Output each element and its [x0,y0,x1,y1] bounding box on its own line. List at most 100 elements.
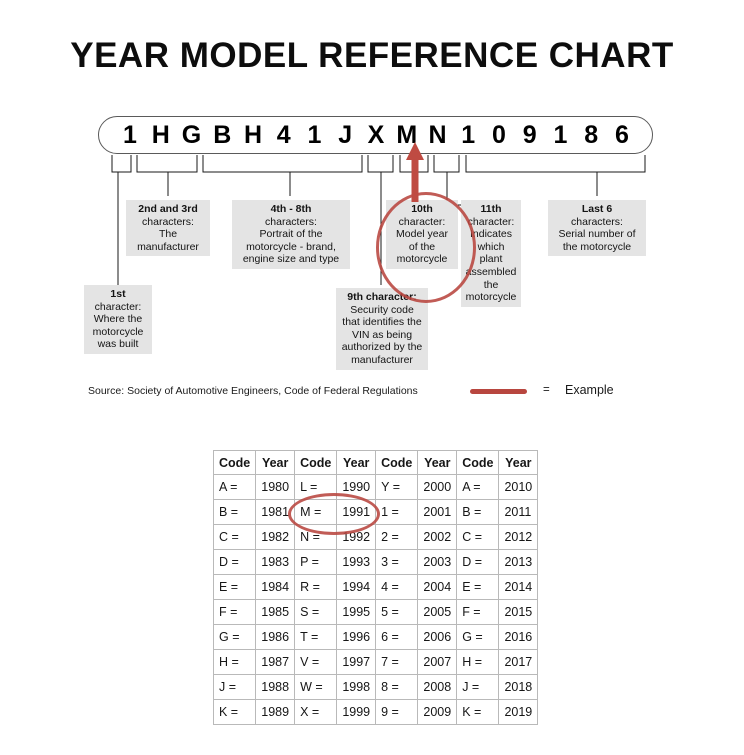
year-cell: 2007 [417,649,458,675]
code-cell: R = [294,574,338,600]
callout-ninth-character: 9th character: Security code that identi… [336,288,428,370]
code-cell: G = [456,624,500,650]
vin-character-1: 1 [123,120,137,149]
year-cell: 1985 [255,599,296,625]
code-cell: J = [456,674,500,700]
code-cell: B = [212,499,257,525]
vin-character-16: 8 [584,120,599,149]
table-header-cell-5: Code [375,450,419,475]
table-header-cell-2: Year [255,450,296,475]
page-title: YEAR MODEL REFERENCE CHART [70,36,674,75]
year-cell: 2008 [417,674,458,700]
legend-equals-sign: = [543,384,550,396]
year-cell: 1996 [336,624,377,650]
table-row: A = 1980 L = 1990 Y = 2000 A = 2010 [212,474,539,500]
code-cell: N = [294,524,338,550]
code-cell: W = [294,674,338,700]
year-cell: 1983 [255,549,296,575]
year-cell: 1988 [255,674,296,700]
table-row: H = 1987 V = 1997 7 = 2007 H = 2017 [212,649,539,675]
table-row: J = 1988 W = 1998 8 = 2008 J = 2018 [212,674,539,700]
year-cell: 1993 [336,549,377,575]
year-cell: 1989 [255,699,296,725]
code-cell: L = [294,474,338,500]
vin-character-12: 1 [461,120,476,149]
year-cell: 2011 [498,499,539,525]
table-row: D = 1983 P = 1993 3 = 2003 D = 2013 [212,549,539,575]
year-cell: 2002 [417,524,458,550]
year-cell: 1995 [336,599,377,625]
code-cell: Y = [375,474,419,500]
code-cell: H = [212,649,257,675]
table-header-cell-7: Code [456,450,500,475]
code-cell: 4 = [375,574,419,600]
year-cell: 1997 [336,649,377,675]
year-code-table: Code Year Code Year Code Year Code Year A = 1980… [212,450,539,725]
code-cell: 9 = [375,699,419,725]
year-cell: 1984 [255,574,296,600]
code-cell: 2 = [375,524,419,550]
vin-character-7: 1 [307,120,322,149]
year-cell: 1982 [255,524,296,550]
vin-character-6: 4 [276,120,291,149]
year-cell: 1987 [255,649,296,675]
year-cell: 2001 [417,499,458,525]
year-cell: 1990 [336,474,377,500]
code-cell: K = [456,699,500,725]
code-cell: A = [456,474,500,500]
table-row: G = 1986 T = 1996 6 = 2006 G = 2016 [212,624,539,650]
callout-fourth-eighth-characters: 4th - 8th characters: Portrait of the mo… [232,200,350,269]
year-cell: 1999 [336,699,377,725]
vin-pill-outline [98,116,653,154]
vin-character-8: J [338,120,353,149]
year-cell: 2000 [417,474,458,500]
year-cell: 1986 [255,624,296,650]
year-cell: 1998 [336,674,377,700]
vin-character-3: G [181,120,202,149]
vin-character-9: X [367,120,385,149]
code-cell: K = [212,699,257,725]
year-cell: 2016 [498,624,539,650]
callout-first-character: 1st character: Where the motorcycle was … [84,285,152,354]
year-cell: 2018 [498,674,539,700]
vin-character-13: 0 [492,120,506,149]
year-cell: 2003 [417,549,458,575]
code-cell: 3 = [375,549,419,575]
code-cell: P = [294,549,338,575]
table-header-cell-4: Year [336,450,377,475]
vin-character-11: N [428,120,447,149]
vin-character-2: H [151,120,170,149]
code-cell: G = [212,624,257,650]
code-cell: C = [212,524,257,550]
code-cell: M = [294,499,338,525]
code-cell: X = [294,699,338,725]
code-cell: F = [212,599,257,625]
year-cell: 2005 [417,599,458,625]
year-cell: 2013 [498,549,539,575]
year-cell: 2017 [498,649,539,675]
code-cell: 5 = [375,599,419,625]
table-row: B = 1981 M = 1991 1 = 2001 B = 2011 [212,499,539,525]
vin-character-4: B [213,120,232,149]
callout-eleventh-character: 11th character: Indicates which plant as… [461,200,521,307]
legend-red-line-swatch [470,389,527,394]
year-cell: 2015 [498,599,539,625]
vin-character-14: 9 [522,120,537,149]
code-cell: T = [294,624,338,650]
code-cell: E = [212,574,257,600]
code-cell: B = [456,499,500,525]
code-cell: V = [294,649,338,675]
table-row: E = 1984 R = 1994 4 = 2004 E = 2014 [212,574,539,600]
table-header-cell-8: Year [498,450,539,475]
table-row: F = 1985 S = 1995 5 = 2005 F = 2015 [212,599,539,625]
year-cell: 1991 [336,499,377,525]
year-cell: 1980 [255,474,296,500]
table-header-cell-3: Code [294,450,338,475]
year-cell: 2004 [417,574,458,600]
code-cell: F = [456,599,500,625]
legend-example-label: Example [565,383,614,397]
year-cell: 1994 [336,574,377,600]
callout-tenth-character: 10th character: Model year of the motorc… [386,200,458,269]
